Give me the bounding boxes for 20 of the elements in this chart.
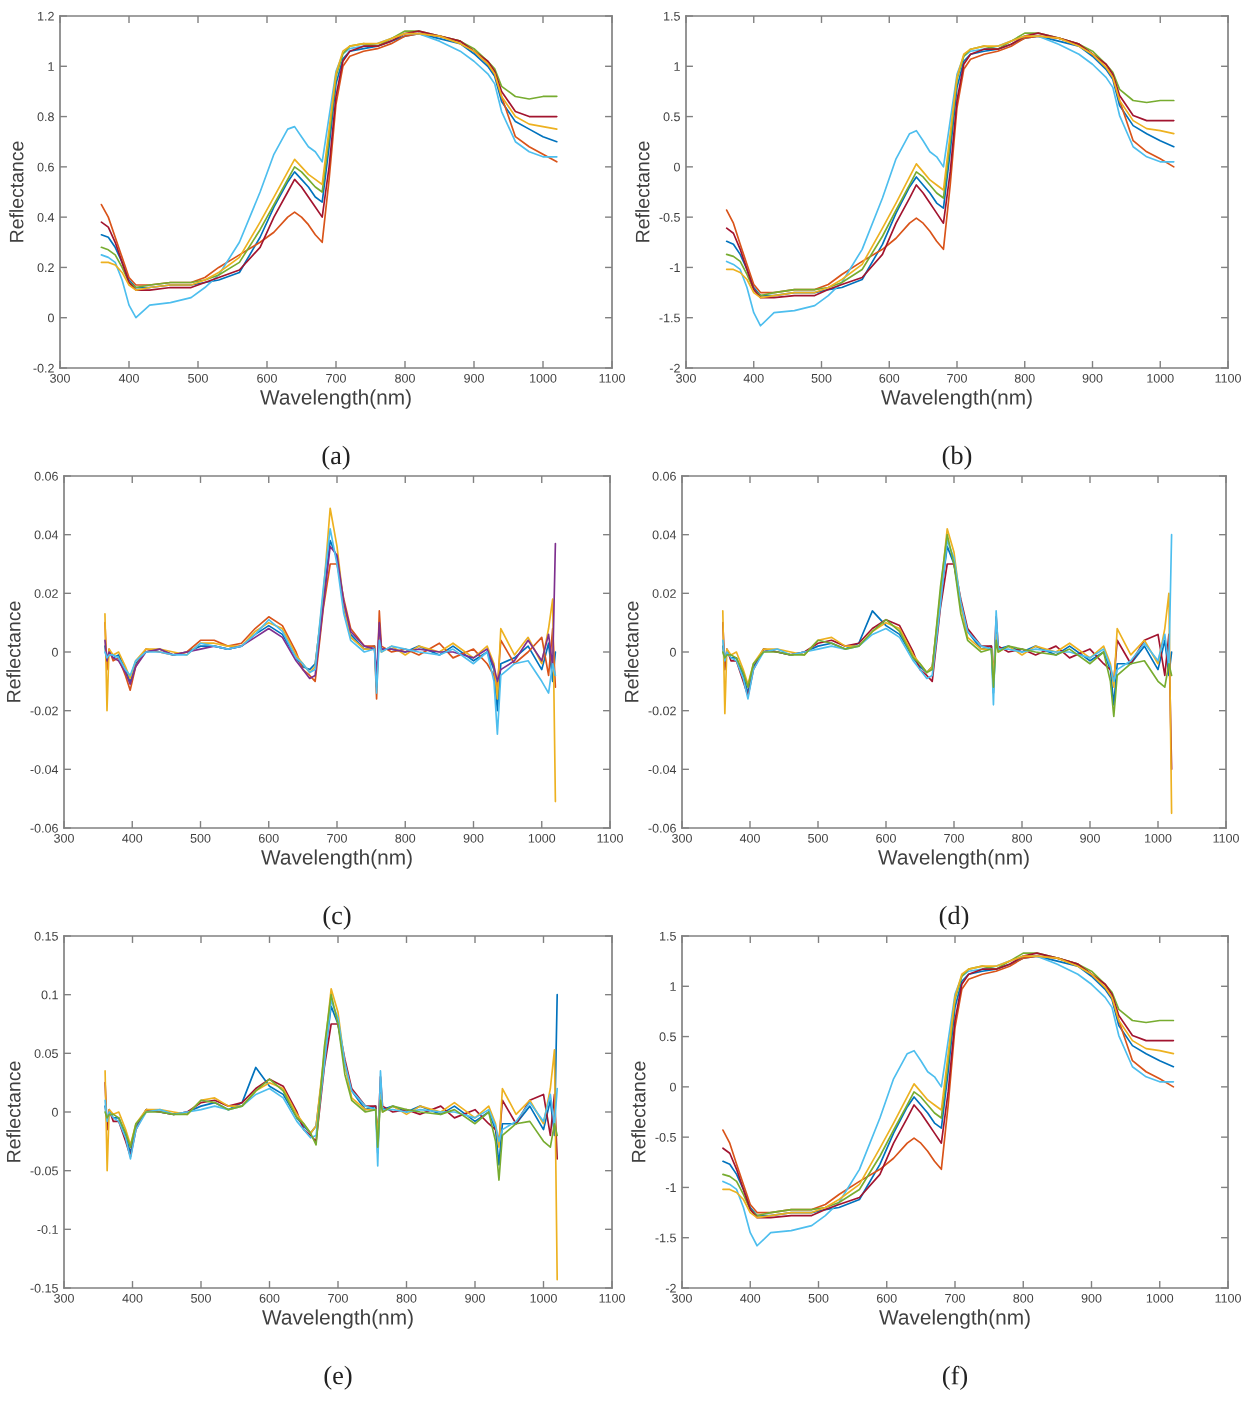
y-axis-title: Reflectance xyxy=(631,1061,646,1162)
y-axis-title: Reflectance xyxy=(6,1061,21,1162)
text: (c) xyxy=(323,905,351,930)
x-axis-title: Wavelength(nm) xyxy=(260,389,411,409)
x-axis-title: Wavelength(nm) xyxy=(879,1309,1030,1329)
text: (f) xyxy=(942,1365,968,1390)
y-axis-title: Reflectance xyxy=(635,141,650,242)
text: (e) xyxy=(324,1365,352,1390)
x-axis-title: Wavelength(nm) xyxy=(262,1309,413,1329)
line-series xyxy=(104,542,557,686)
x-axis-title: Wavelength(nm) xyxy=(261,849,412,869)
text: (d) xyxy=(939,905,969,930)
y-axis-title: Reflectance xyxy=(9,141,24,242)
text: (a) xyxy=(322,445,350,470)
line-series xyxy=(104,527,557,735)
y-axis-title: Reflectance xyxy=(624,601,639,702)
y-axis-title: Reflectance xyxy=(6,601,21,702)
x-axis-title: Wavelength(nm) xyxy=(881,389,1032,409)
text: (b) xyxy=(942,445,972,470)
x-axis-title: Wavelength(nm) xyxy=(878,849,1029,869)
